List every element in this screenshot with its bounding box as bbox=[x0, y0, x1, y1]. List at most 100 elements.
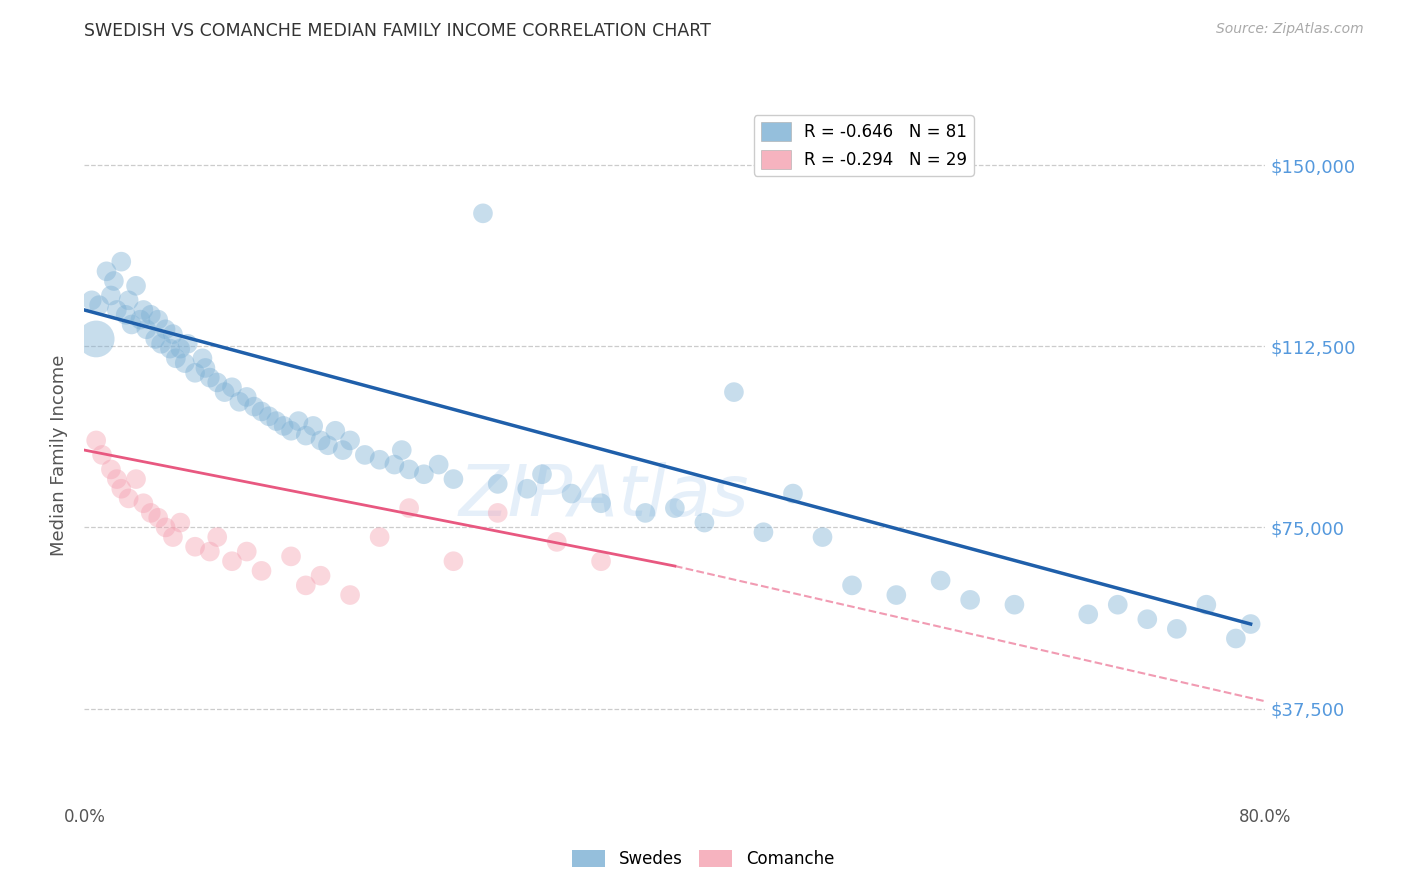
Point bbox=[80, 293, 103, 308]
Point bbox=[139, 506, 162, 520]
Point bbox=[139, 308, 162, 322]
Point bbox=[391, 443, 413, 458]
Point bbox=[214, 385, 236, 400]
Point bbox=[264, 414, 288, 428]
Point bbox=[323, 424, 347, 438]
Point bbox=[114, 308, 136, 322]
Point bbox=[591, 496, 613, 510]
Point bbox=[427, 458, 450, 472]
Point bbox=[221, 380, 243, 394]
Point bbox=[295, 578, 318, 592]
Point bbox=[302, 419, 325, 434]
Point bbox=[148, 312, 170, 326]
Point bbox=[103, 274, 125, 288]
Point bbox=[1225, 632, 1247, 646]
Point bbox=[100, 462, 122, 476]
Point bbox=[1166, 622, 1188, 636]
Point bbox=[257, 409, 280, 424]
Point bbox=[634, 506, 657, 520]
Point bbox=[150, 336, 173, 351]
Point bbox=[398, 501, 420, 516]
Point bbox=[236, 390, 259, 404]
Point bbox=[560, 486, 583, 500]
Point bbox=[221, 554, 243, 568]
Point bbox=[339, 588, 361, 602]
Point bbox=[516, 482, 538, 496]
Point bbox=[530, 467, 553, 482]
Point bbox=[184, 366, 207, 380]
Point bbox=[169, 342, 191, 356]
Point bbox=[132, 303, 155, 318]
Point bbox=[143, 332, 166, 346]
Point bbox=[135, 322, 157, 336]
Point bbox=[159, 342, 181, 356]
Point bbox=[118, 293, 141, 308]
Point bbox=[169, 516, 191, 530]
Point bbox=[316, 438, 339, 452]
Point bbox=[1195, 598, 1218, 612]
Point bbox=[1240, 617, 1263, 632]
Point bbox=[194, 361, 217, 376]
Point bbox=[243, 400, 266, 414]
Point bbox=[118, 491, 141, 506]
Point bbox=[752, 525, 775, 540]
Point bbox=[236, 544, 259, 558]
Point bbox=[125, 278, 148, 293]
Point bbox=[886, 588, 908, 602]
Point bbox=[280, 424, 302, 438]
Point bbox=[782, 486, 804, 500]
Point bbox=[205, 530, 228, 544]
Point bbox=[105, 303, 128, 318]
Point bbox=[295, 428, 318, 442]
Legend: R = -0.646   N = 81, R = -0.294   N = 29: R = -0.646 N = 81, R = -0.294 N = 29 bbox=[754, 115, 973, 176]
Point bbox=[441, 554, 464, 568]
Point bbox=[1004, 598, 1026, 612]
Point bbox=[129, 312, 152, 326]
Point bbox=[546, 534, 568, 549]
Text: SWEDISH VS COMANCHE MEDIAN FAMILY INCOME CORRELATION CHART: SWEDISH VS COMANCHE MEDIAN FAMILY INCOME… bbox=[84, 22, 711, 40]
Text: Source: ZipAtlas.com: Source: ZipAtlas.com bbox=[1216, 22, 1364, 37]
Point bbox=[110, 482, 132, 496]
Point bbox=[184, 540, 207, 554]
Point bbox=[486, 476, 509, 491]
Point bbox=[205, 376, 228, 390]
Point bbox=[162, 530, 184, 544]
Point bbox=[332, 443, 354, 458]
Point bbox=[165, 351, 187, 366]
Point bbox=[398, 462, 420, 476]
Point bbox=[228, 394, 250, 409]
Point bbox=[155, 520, 177, 534]
Point bbox=[664, 501, 686, 516]
Point bbox=[441, 472, 464, 486]
Point bbox=[959, 592, 981, 607]
Point bbox=[121, 318, 143, 332]
Point bbox=[309, 434, 332, 448]
Point bbox=[1077, 607, 1099, 622]
Legend: Swedes, Comanche: Swedes, Comanche bbox=[565, 843, 841, 875]
Point bbox=[811, 530, 834, 544]
Point bbox=[155, 322, 177, 336]
Point bbox=[472, 206, 495, 220]
Point bbox=[250, 564, 273, 578]
Point bbox=[198, 370, 221, 384]
Point bbox=[309, 568, 332, 582]
Point bbox=[148, 510, 170, 524]
Point bbox=[84, 332, 107, 346]
Point bbox=[693, 516, 716, 530]
Point bbox=[339, 434, 361, 448]
Point bbox=[368, 452, 391, 467]
Point bbox=[198, 544, 221, 558]
Text: ZIPAtlas: ZIPAtlas bbox=[458, 462, 749, 531]
Point bbox=[132, 496, 155, 510]
Point bbox=[125, 472, 148, 486]
Point bbox=[287, 414, 309, 428]
Point bbox=[280, 549, 302, 564]
Point bbox=[413, 467, 436, 482]
Point bbox=[84, 434, 107, 448]
Point bbox=[105, 472, 128, 486]
Point bbox=[929, 574, 952, 588]
Point bbox=[368, 530, 391, 544]
Point bbox=[96, 264, 118, 278]
Point bbox=[91, 448, 114, 462]
Point bbox=[591, 554, 613, 568]
